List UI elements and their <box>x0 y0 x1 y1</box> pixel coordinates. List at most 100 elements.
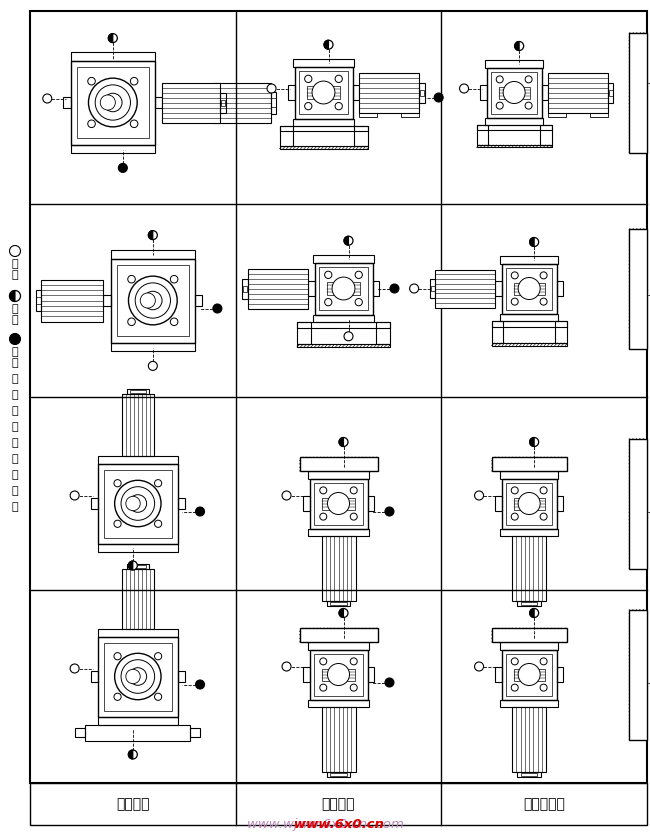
Circle shape <box>503 81 525 103</box>
Bar <box>514 498 545 509</box>
Bar <box>287 85 294 101</box>
Bar <box>548 72 608 112</box>
Bar <box>500 700 558 707</box>
Circle shape <box>385 507 394 516</box>
Circle shape <box>496 102 503 109</box>
Bar <box>495 496 502 511</box>
Text: 油: 油 <box>12 315 18 325</box>
Bar <box>308 529 369 536</box>
Circle shape <box>320 684 327 691</box>
Bar <box>248 268 307 309</box>
Bar <box>502 263 556 314</box>
Circle shape <box>155 653 162 659</box>
Bar <box>420 90 424 96</box>
Bar <box>548 112 566 117</box>
Circle shape <box>129 668 147 685</box>
Circle shape <box>126 497 140 511</box>
Wedge shape <box>515 41 519 50</box>
Bar <box>314 654 363 696</box>
Bar <box>280 127 292 146</box>
Bar <box>178 671 185 682</box>
Bar <box>435 269 495 308</box>
Circle shape <box>129 276 177 325</box>
Circle shape <box>88 78 137 127</box>
Bar <box>491 321 567 326</box>
Bar <box>36 297 41 304</box>
Circle shape <box>305 102 312 110</box>
Bar <box>313 315 374 322</box>
Circle shape <box>474 662 484 671</box>
Bar <box>104 470 172 538</box>
Circle shape <box>344 237 353 245</box>
Bar <box>103 294 111 306</box>
Text: 减: 减 <box>12 406 18 416</box>
Bar <box>71 144 155 153</box>
Circle shape <box>350 487 358 494</box>
Bar <box>609 90 613 96</box>
Text: 放: 放 <box>12 347 18 357</box>
Bar <box>556 496 564 511</box>
Wedge shape <box>530 437 534 446</box>
Bar <box>556 281 564 296</box>
Circle shape <box>540 658 547 664</box>
Circle shape <box>320 513 327 520</box>
Circle shape <box>434 93 443 102</box>
Circle shape <box>540 272 547 279</box>
Bar <box>130 389 146 393</box>
Bar <box>98 463 178 544</box>
Bar <box>500 314 558 321</box>
Bar <box>315 263 372 315</box>
Circle shape <box>131 120 138 128</box>
Bar <box>419 82 424 102</box>
Bar <box>512 707 546 772</box>
Circle shape <box>10 290 21 301</box>
Bar <box>195 294 202 306</box>
Bar <box>322 536 356 601</box>
Bar <box>376 322 390 344</box>
Circle shape <box>121 487 155 520</box>
Wedge shape <box>10 290 15 301</box>
Circle shape <box>350 658 358 664</box>
Bar <box>98 628 178 637</box>
Circle shape <box>320 487 327 494</box>
Bar <box>308 700 369 707</box>
Circle shape <box>114 693 121 701</box>
Bar <box>90 671 98 682</box>
Bar <box>71 52 155 60</box>
Bar <box>500 642 558 649</box>
Bar <box>352 85 359 101</box>
Circle shape <box>140 293 155 308</box>
Bar <box>127 389 149 393</box>
Bar <box>512 536 546 601</box>
Bar <box>556 667 564 682</box>
Bar <box>300 457 378 471</box>
Circle shape <box>344 331 353 341</box>
Circle shape <box>114 480 161 527</box>
Text: 例: 例 <box>12 502 18 512</box>
Bar <box>104 643 172 711</box>
Bar <box>98 544 178 551</box>
Bar <box>486 60 543 67</box>
Bar <box>178 498 185 509</box>
Circle shape <box>525 76 532 83</box>
Circle shape <box>355 299 362 305</box>
Bar <box>293 59 354 66</box>
Bar <box>521 773 538 776</box>
Circle shape <box>128 275 135 283</box>
Bar <box>41 279 103 321</box>
Bar <box>322 707 356 772</box>
Circle shape <box>518 664 540 685</box>
Bar <box>117 265 188 336</box>
Circle shape <box>410 284 419 293</box>
Bar <box>476 125 488 145</box>
Circle shape <box>267 84 276 93</box>
Text: 机: 机 <box>12 438 18 448</box>
Bar <box>555 321 567 343</box>
Bar <box>330 773 347 776</box>
Circle shape <box>512 298 518 305</box>
Bar <box>190 727 200 737</box>
Circle shape <box>118 164 127 172</box>
Bar <box>487 67 541 117</box>
Bar <box>75 727 85 737</box>
Bar <box>162 82 220 122</box>
